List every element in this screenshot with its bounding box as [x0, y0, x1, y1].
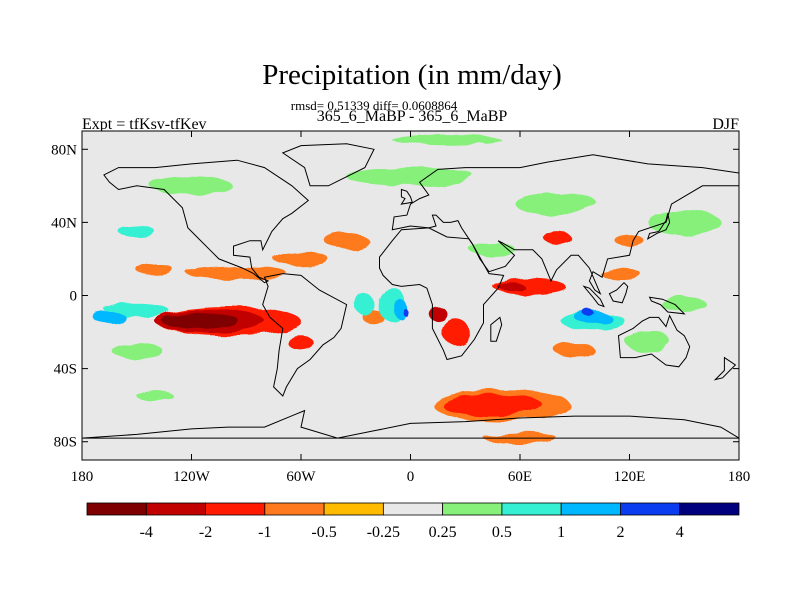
- coastline-japan: [646, 213, 671, 240]
- x-tick-label: 180: [71, 469, 94, 485]
- experiment-label: Expt = tfKsv-tfKev: [82, 116, 207, 133]
- anomaly-region: [542, 230, 571, 244]
- coastline-south-america: [262, 273, 348, 397]
- x-tick-label: 120W: [173, 469, 211, 485]
- colorbar-swatch: [205, 502, 266, 516]
- colorbar-label: -1: [258, 524, 271, 541]
- anomaly-region: [136, 390, 174, 402]
- colorbar-swatch: [264, 502, 325, 516]
- anomaly-region: [92, 311, 126, 323]
- y-tick-label: 40S: [54, 362, 77, 378]
- coastline-sumatra: [582, 285, 605, 308]
- anomaly-region: [111, 343, 163, 358]
- anomaly-region: [346, 167, 475, 186]
- anomaly-region: [442, 394, 543, 417]
- x-tick-label: 60E: [508, 469, 532, 485]
- colorbar-label: -2: [199, 524, 212, 541]
- coastline-new-zealand: [713, 356, 737, 381]
- coastline-antarctica: [82, 409, 739, 439]
- coastline-layer: [82, 143, 739, 439]
- coastline-australia: [617, 314, 691, 368]
- colorbar-swatch: [442, 502, 503, 516]
- colorbar-swatch: [145, 502, 206, 516]
- coastline-uk: [400, 188, 413, 205]
- anomaly-region: [428, 306, 447, 322]
- colorbar-swatch: [86, 502, 147, 516]
- anomaly-region: [186, 267, 288, 280]
- anomaly-region: [150, 176, 233, 195]
- coastline-new-guinea: [648, 296, 686, 315]
- anomaly-region: [392, 135, 502, 145]
- coastline-borneo: [608, 281, 629, 304]
- anomaly-region: [497, 282, 525, 291]
- anomaly-region: [600, 268, 641, 280]
- anomaly-region: [324, 232, 369, 249]
- map-plot: [81, 130, 740, 461]
- anomaly-region: [136, 263, 174, 277]
- comparison-label: 365_6_MaBP - 365_6_MaBP: [317, 108, 508, 125]
- anomaly-region: [404, 310, 410, 318]
- coastline-north-america: [103, 159, 310, 284]
- colorbar-label: 4: [676, 524, 684, 541]
- anomaly-region: [162, 312, 239, 330]
- colorbar-label: 0.25: [429, 524, 457, 541]
- anomaly-region: [288, 335, 314, 351]
- anomaly-region: [661, 297, 708, 312]
- coastline-greenland: [281, 143, 375, 187]
- colorbar-label: 2: [616, 524, 624, 541]
- y-axis: 80N 40N 0 40S 80S: [51, 142, 739, 451]
- colorbar-label: 1: [557, 524, 565, 541]
- y-tick-label: 40N: [51, 215, 77, 231]
- colorbar-label: -0.25: [367, 524, 400, 541]
- x-tick-label: 60W: [286, 469, 316, 485]
- precipitation-anomaly-layer: [92, 135, 721, 444]
- x-tick-label: 180: [728, 469, 751, 485]
- colorbar-label: -0.5: [311, 524, 336, 541]
- colorbar-swatch: [382, 502, 444, 516]
- anomaly-region: [273, 251, 329, 267]
- colorbar-swatch: [679, 502, 740, 516]
- anomaly-region: [614, 235, 645, 247]
- season-label: DJF: [712, 116, 739, 133]
- anomaly-region: [624, 332, 671, 351]
- anomaly-region: [554, 343, 595, 358]
- y-tick-label: 80S: [54, 435, 77, 451]
- colorbar: -4 -2 -1 -0.5 -0.25 0.25 0.5 1 2 4: [86, 502, 740, 541]
- y-tick-label: 80N: [51, 142, 77, 158]
- anomaly-region: [515, 193, 598, 216]
- x-tick-label: 120E: [614, 469, 646, 485]
- colorbar-swatch: [620, 502, 681, 516]
- colorbar-swatch: [501, 502, 562, 516]
- coastline-eurasia: [391, 154, 739, 296]
- anomaly-region: [583, 310, 595, 318]
- anomaly-region: [442, 319, 470, 345]
- x-axis: 180 120W 60W 0 60E 120E 180: [71, 131, 751, 485]
- colorbar-swatch: [323, 502, 384, 516]
- stats-line: rmsd= 0.51339 diff= 0.0608864: [291, 98, 458, 113]
- anomaly-region: [574, 311, 612, 324]
- x-tick-label: 0: [407, 469, 415, 485]
- colorbar-swatch: [560, 502, 621, 516]
- coastline-madagascar: [490, 316, 503, 342]
- anomaly-region: [355, 293, 374, 316]
- colorbar-label: -4: [140, 524, 153, 541]
- y-tick-label: 0: [70, 289, 78, 305]
- colorbar-label: 0.5: [492, 524, 512, 541]
- anomaly-region: [118, 226, 155, 238]
- chart-title: Precipitation (in mm/day): [262, 59, 562, 91]
